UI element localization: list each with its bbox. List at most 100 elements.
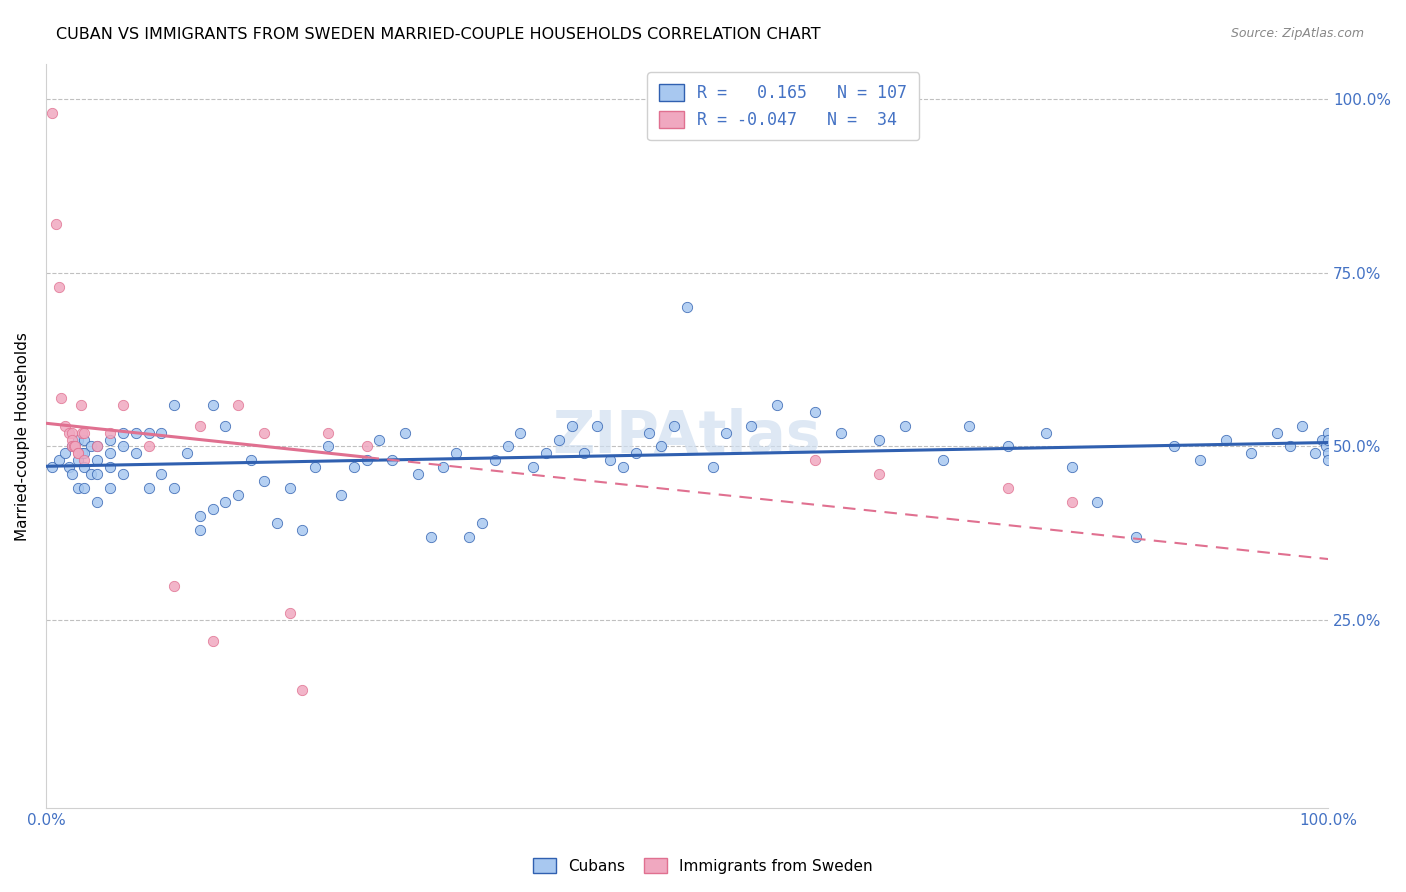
Point <box>63 440 86 454</box>
Text: CUBAN VS IMMIGRANTS FROM SWEDEN MARRIED-COUPLE HOUSEHOLDS CORRELATION CHART: CUBAN VS IMMIGRANTS FROM SWEDEN MARRIED-… <box>56 27 821 42</box>
Point <box>98 481 121 495</box>
Point <box>343 460 366 475</box>
Point <box>201 502 224 516</box>
Legend: Cubans, Immigrants from Sweden: Cubans, Immigrants from Sweden <box>527 852 879 880</box>
Point <box>66 446 89 460</box>
Point <box>1265 425 1288 440</box>
Point <box>226 398 249 412</box>
Point <box>522 460 544 475</box>
Point <box>226 488 249 502</box>
Point <box>1310 433 1333 447</box>
Point <box>765 398 787 412</box>
Point <box>53 446 76 460</box>
Point <box>1315 440 1337 454</box>
Point <box>73 446 96 460</box>
Point <box>188 418 211 433</box>
Point <box>98 446 121 460</box>
Point <box>1035 425 1057 440</box>
Point <box>73 453 96 467</box>
Point <box>291 682 314 697</box>
Point <box>676 301 699 315</box>
Legend: R =   0.165   N = 107, R = -0.047   N =  34: R = 0.165 N = 107, R = -0.047 N = 34 <box>647 72 920 140</box>
Point <box>419 530 441 544</box>
Point <box>586 418 609 433</box>
Point <box>48 279 70 293</box>
Point <box>253 475 276 489</box>
Point <box>599 453 621 467</box>
Point <box>547 433 569 447</box>
Point <box>73 425 96 440</box>
Point <box>98 425 121 440</box>
Point <box>1125 530 1147 544</box>
Point <box>1060 460 1083 475</box>
Point <box>138 440 160 454</box>
Point <box>240 453 263 467</box>
Point <box>86 467 108 482</box>
Point <box>356 453 378 467</box>
Point <box>188 523 211 537</box>
Point <box>176 446 198 460</box>
Point <box>496 440 519 454</box>
Point <box>957 418 980 433</box>
Point <box>60 425 83 440</box>
Point <box>1317 433 1340 447</box>
Point <box>66 446 89 460</box>
Point <box>150 467 173 482</box>
Point <box>278 481 301 495</box>
Point <box>894 418 917 433</box>
Point <box>163 578 186 592</box>
Point <box>53 418 76 433</box>
Point <box>446 446 468 460</box>
Point <box>1317 425 1340 440</box>
Point <box>1317 446 1340 460</box>
Point <box>111 440 134 454</box>
Point <box>60 440 83 454</box>
Y-axis label: Married-couple Households: Married-couple Households <box>15 332 30 541</box>
Point <box>664 418 686 433</box>
Point <box>86 495 108 509</box>
Point <box>458 530 481 544</box>
Point <box>86 453 108 467</box>
Point <box>509 425 531 440</box>
Point <box>304 460 326 475</box>
Point <box>804 405 827 419</box>
Point <box>1278 440 1301 454</box>
Point <box>73 481 96 495</box>
Point <box>80 440 103 454</box>
Point <box>111 398 134 412</box>
Point <box>997 440 1019 454</box>
Point <box>65 440 87 454</box>
Point <box>868 467 890 482</box>
Point <box>163 398 186 412</box>
Point <box>484 453 506 467</box>
Point <box>163 481 186 495</box>
Point <box>111 467 134 482</box>
Point <box>1188 453 1211 467</box>
Point <box>150 425 173 440</box>
Point <box>574 446 596 460</box>
Point <box>368 433 391 447</box>
Point <box>329 488 352 502</box>
Point <box>868 433 890 447</box>
Point <box>66 433 89 447</box>
Text: ZIPAtlas: ZIPAtlas <box>553 408 821 465</box>
Point <box>51 391 73 405</box>
Point <box>432 460 454 475</box>
Point <box>188 509 211 524</box>
Point <box>534 446 557 460</box>
Point <box>138 481 160 495</box>
Point <box>612 460 634 475</box>
Point <box>48 453 70 467</box>
Point <box>624 446 647 460</box>
Point <box>201 634 224 648</box>
Point <box>201 398 224 412</box>
Point <box>1215 433 1237 447</box>
Point <box>214 418 236 433</box>
Point <box>125 446 148 460</box>
Point <box>266 516 288 530</box>
Point <box>830 425 852 440</box>
Point <box>1317 453 1340 467</box>
Point <box>637 425 659 440</box>
Point <box>60 467 83 482</box>
Point <box>278 607 301 621</box>
